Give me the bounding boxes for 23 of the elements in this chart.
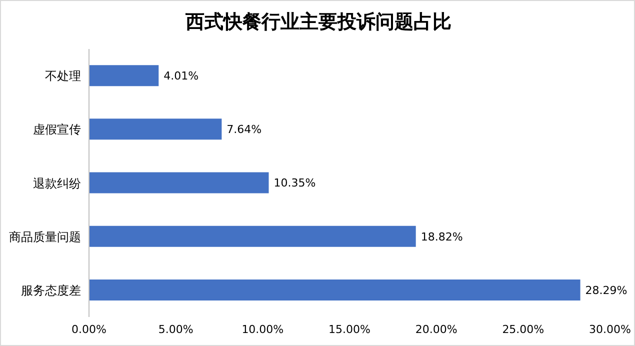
x-tick-label: 0.00% [72, 322, 106, 336]
x-tick-label: 10.00% [242, 322, 284, 336]
bar [89, 172, 269, 194]
x-tick-label: 30.00% [589, 322, 631, 336]
x-tick-label: 20.00% [415, 322, 458, 336]
y-tick-label: 虚假宣传 [33, 122, 81, 137]
y-tick-label: 服务态度差 [21, 283, 81, 298]
bar [89, 226, 416, 247]
y-tick-label: 商品质量问题 [9, 230, 81, 244]
data-label: 7.64% [226, 123, 262, 136]
bar [89, 279, 580, 300]
x-tick-label: 5.00% [158, 322, 194, 336]
data-label: 18.82% [420, 230, 463, 244]
data-label: 4.01% [164, 69, 199, 82]
y-tick-label: 退款纠纷 [33, 176, 81, 190]
y-tick-label: 不处理 [45, 69, 81, 84]
bar [89, 65, 159, 86]
chart-title: 西式快餐行业主要投诉问题占比 [184, 10, 452, 35]
data-label: 10.35% [274, 176, 316, 190]
data-label: 28.29% [585, 284, 628, 297]
x-tick-label: 25.00% [502, 322, 544, 336]
x-tick-label: 15.00% [328, 322, 370, 336]
bar [89, 118, 222, 140]
